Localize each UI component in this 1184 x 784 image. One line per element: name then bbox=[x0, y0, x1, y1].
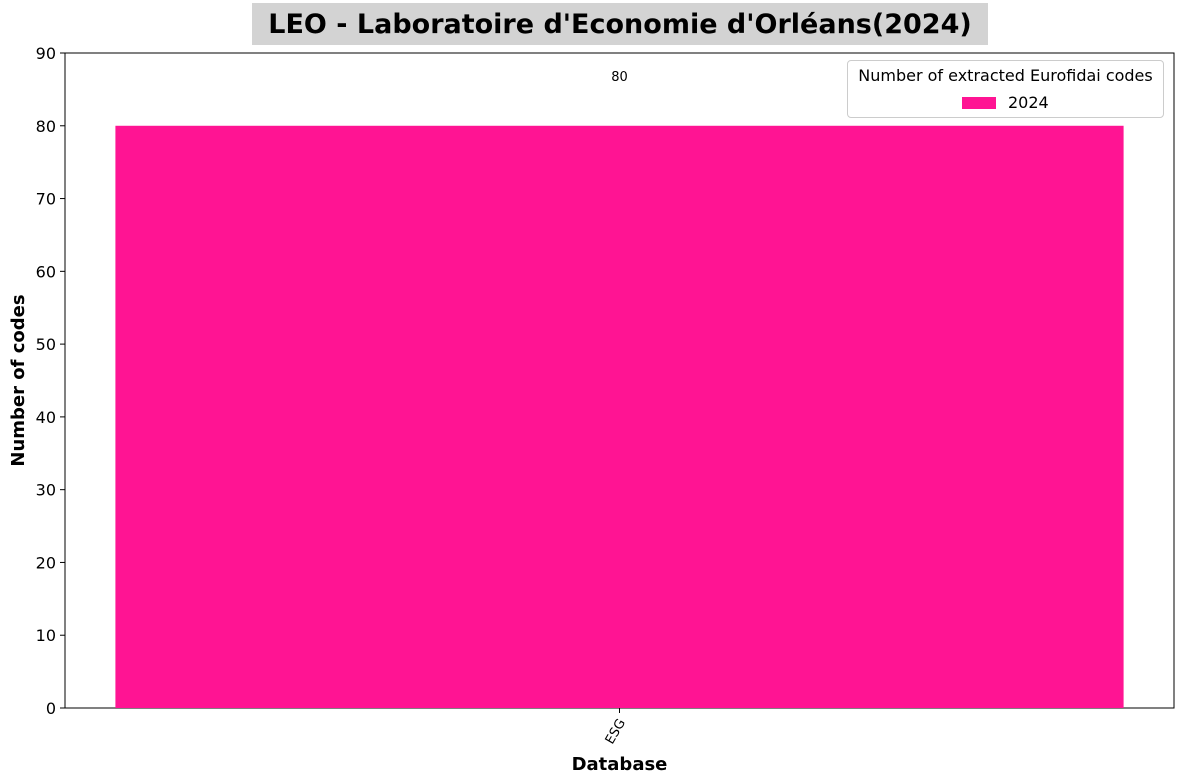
x-tick-label: ESG bbox=[603, 717, 629, 747]
y-tick-label: 50 bbox=[36, 335, 56, 354]
y-tick-label: 30 bbox=[36, 481, 56, 500]
x-axis-label: Database bbox=[572, 754, 668, 775]
y-tick-label: 70 bbox=[36, 190, 56, 209]
chart-title: LEO - Laboratoire d'Economie d'Orléans(2… bbox=[268, 8, 972, 40]
legend-swatch bbox=[962, 96, 996, 109]
bar-data-labels: 80 bbox=[611, 70, 628, 85]
bar-data-label: 80 bbox=[611, 70, 628, 85]
y-tick-label: 40 bbox=[36, 408, 56, 427]
y-axis: 0 10 20 30 40 50 60 70 80 90 bbox=[36, 44, 65, 718]
legend-title: Number of extracted Eurofidai codes bbox=[858, 66, 1153, 85]
legend-entry-2024: 2024 bbox=[962, 93, 1049, 112]
chart-title-box: LEO - Laboratoire d'Economie d'Orléans(2… bbox=[252, 3, 988, 45]
y-tick-label: 10 bbox=[36, 626, 56, 645]
y-tick-label: 60 bbox=[36, 262, 56, 281]
y-tick-label: 90 bbox=[36, 44, 56, 63]
legend: Number of extracted Eurofidai codes 2024 bbox=[847, 60, 1164, 118]
y-tick-label: 20 bbox=[36, 553, 56, 572]
y-axis-label: Number of codes bbox=[8, 294, 29, 466]
y-tick-label: 0 bbox=[46, 699, 56, 718]
bar-esg bbox=[115, 125, 1124, 709]
y-tick-label: 80 bbox=[36, 117, 56, 136]
bars bbox=[115, 125, 1124, 709]
legend-label: 2024 bbox=[1008, 93, 1049, 112]
x-axis: ESG bbox=[603, 708, 629, 747]
